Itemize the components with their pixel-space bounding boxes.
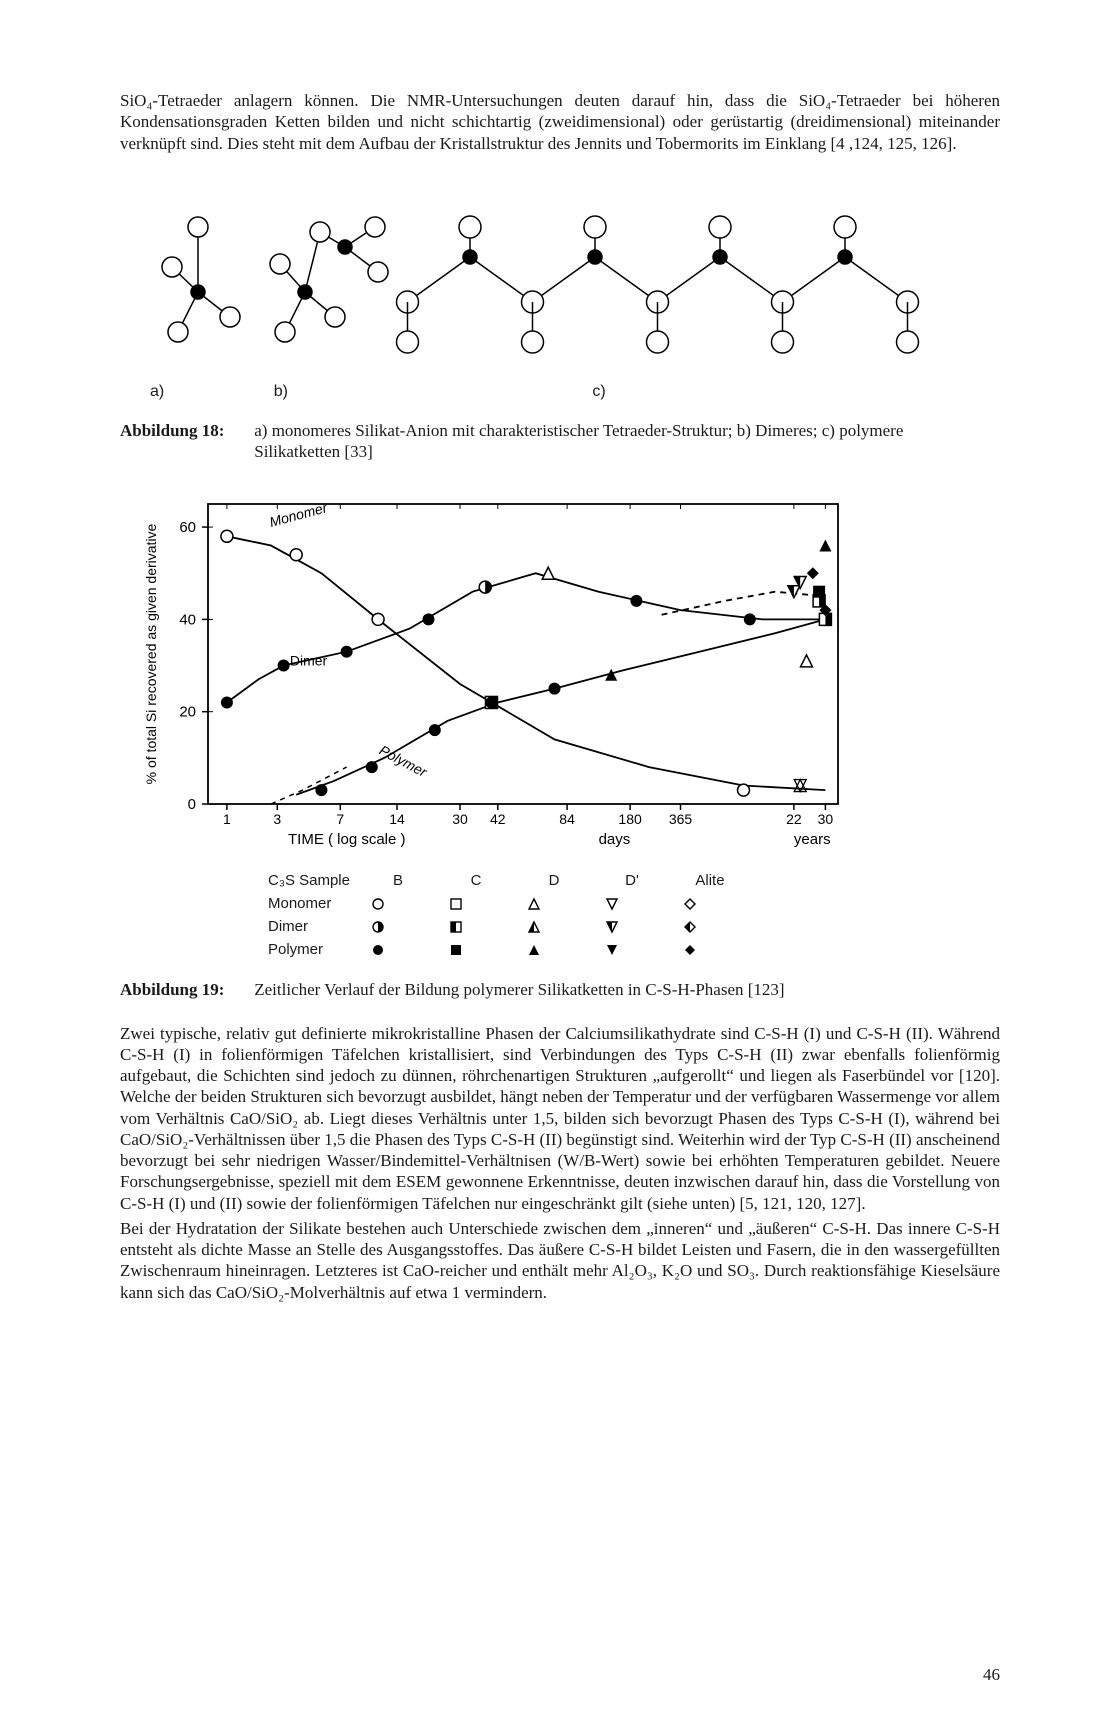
caption-text: Zeitlicher Verlauf der Bildung polymerer…	[254, 979, 974, 1000]
svg-text:180: 180	[618, 811, 642, 827]
page-number: 46	[983, 1664, 1000, 1685]
label-b: b)	[274, 382, 288, 402]
figure-18-diagram	[120, 172, 1000, 372]
page: SiO₄-Tetraeder anlagern können. Die NMR-…	[0, 0, 1110, 1725]
body-paragraph-1: Zwei typische, relativ gut definierte mi…	[120, 1023, 1000, 1214]
silicate-chain-time-chart: 0 20 40 60 1 3 7 14 30 42 84 180 365 22 30 % of total S…	[138, 484, 858, 864]
svg-text:84: 84	[559, 811, 575, 827]
svg-text:30: 30	[818, 811, 834, 827]
label-c: c)	[592, 382, 605, 402]
body-paragraph-2: Bei der Hydratation der Silikate bestehe…	[120, 1218, 1000, 1303]
svg-text:14: 14	[389, 811, 405, 827]
caption-text: a) monomeres Silikat-Anion mit charakter…	[254, 420, 974, 463]
svg-text:22: 22	[786, 811, 802, 827]
svg-text:days: days	[599, 831, 631, 848]
svg-text:3: 3	[273, 811, 281, 827]
figure-19-chart: 0 20 40 60 1 3 7 14 30 42 84 180 365 22 30 % of total S…	[138, 484, 1000, 961]
svg-text:0: 0	[188, 796, 196, 813]
intro-paragraph: SiO₄-Tetraeder anlagern können. Die NMR-…	[120, 90, 1000, 154]
svg-text:60: 60	[179, 519, 196, 536]
svg-text:TIME ( log scale ): TIME ( log scale )	[288, 831, 406, 848]
label-a: a)	[150, 382, 164, 402]
svg-text:1: 1	[223, 811, 231, 827]
svg-text:years: years	[794, 831, 831, 848]
svg-text:Dimer: Dimer	[290, 653, 328, 669]
figure-18-sublabels: a) b) c)	[130, 382, 1000, 402]
svg-text:20: 20	[179, 704, 196, 721]
svg-text:40: 40	[179, 612, 196, 629]
svg-text:30: 30	[452, 811, 468, 827]
figure-18-caption: Abbildung 18: a) monomeres Silikat-Anion…	[120, 420, 1000, 463]
svg-text:42: 42	[490, 811, 506, 827]
figure-19-caption: Abbildung 19: Zeitlicher Verlauf der Bil…	[120, 979, 1000, 1000]
svg-text:Polymer: Polymer	[377, 742, 431, 781]
svg-text:% of total Si recovered as giv: % of total Si recovered as given derivat…	[143, 524, 159, 785]
svg-text:365: 365	[669, 811, 693, 827]
caption-label: Abbildung 18:	[120, 420, 250, 441]
silicate-structures-svg	[120, 172, 990, 372]
svg-text:7: 7	[336, 811, 344, 827]
caption-label: Abbildung 19:	[120, 979, 250, 1000]
figure-19-legend: C₃S SampleBCDD'AliteMonomerDimerPolymer	[268, 870, 1000, 961]
